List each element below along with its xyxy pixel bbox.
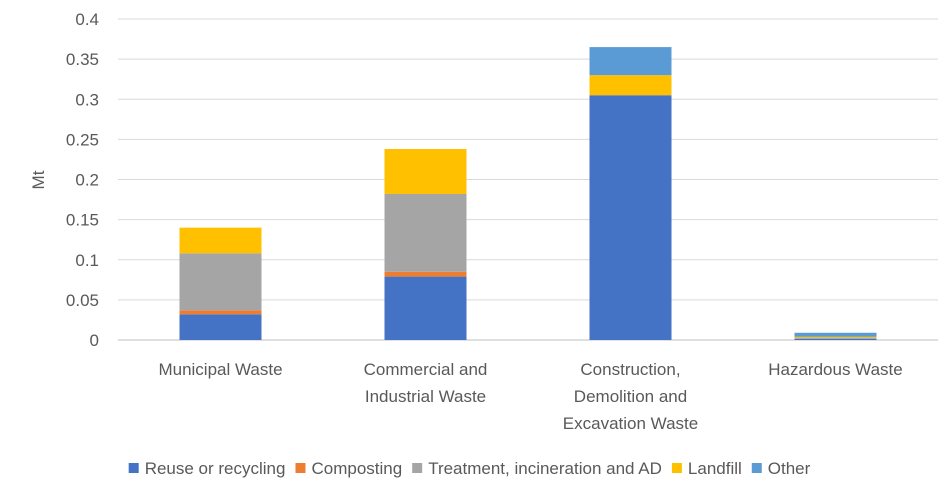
bar-segment	[179, 310, 262, 315]
y-tick-label: 0.2	[75, 171, 99, 190]
y-tick-label: 0.4	[75, 10, 99, 29]
y-tick-label: 0.3	[75, 90, 99, 109]
legend-label: Reuse or recycling	[145, 459, 286, 478]
y-tick-label: 0.15	[66, 211, 99, 230]
x-category-label: Commercial and	[364, 360, 488, 379]
bar-segment	[589, 47, 672, 76]
legend-label: Other	[768, 459, 811, 478]
bar-segment	[589, 75, 672, 96]
y-tick-label: 0.05	[66, 291, 99, 310]
bar-segment	[384, 193, 467, 272]
legend: Reuse or recycling Composting Treatment, i…	[128, 459, 811, 478]
legend-swatch	[751, 463, 762, 473]
bar-segment	[384, 276, 467, 340]
x-category-label: Demolition and	[574, 387, 687, 406]
legend-swatch	[128, 463, 139, 473]
x-category-label: Excavation Waste	[563, 414, 698, 433]
bars	[179, 47, 877, 340]
legend-swatch	[412, 463, 423, 473]
legend-swatch	[671, 463, 682, 473]
x-category-label: Municipal Waste	[158, 360, 282, 379]
legend-label: Treatment, incineration and AD	[428, 459, 662, 478]
bar-segment	[384, 271, 467, 277]
bar-segment	[179, 227, 262, 254]
bar-segment	[794, 332, 877, 337]
x-category-label: Hazardous Waste	[768, 360, 902, 379]
y-tick-label: 0.1	[75, 251, 99, 270]
y-tick-label: 0.25	[66, 130, 99, 149]
bar-segment	[589, 95, 672, 340]
legend-swatch	[295, 463, 306, 473]
x-axis-categories: Municipal Waste Commercial and Industrial …	[158, 360, 902, 433]
bar-segment	[179, 314, 262, 340]
bar-segment	[384, 149, 467, 194]
legend-label: Composting	[311, 459, 402, 478]
x-category-label: Construction,	[580, 360, 680, 379]
bar-segment	[794, 336, 877, 338]
x-category-label: Industrial Waste	[365, 387, 486, 406]
bar-segment	[794, 338, 877, 340]
y-tick-label: 0	[90, 331, 99, 350]
y-axis-ticks: 0 0.05 0.1 0.15 0.2 0.25 0.3 0.35 0.4	[66, 10, 99, 350]
bar-segment	[179, 253, 262, 311]
y-axis-title: Mt	[29, 170, 48, 189]
y-tick-label: 0.35	[66, 50, 99, 69]
legend-label: Landfill	[688, 459, 742, 478]
bar-segment	[794, 337, 877, 339]
